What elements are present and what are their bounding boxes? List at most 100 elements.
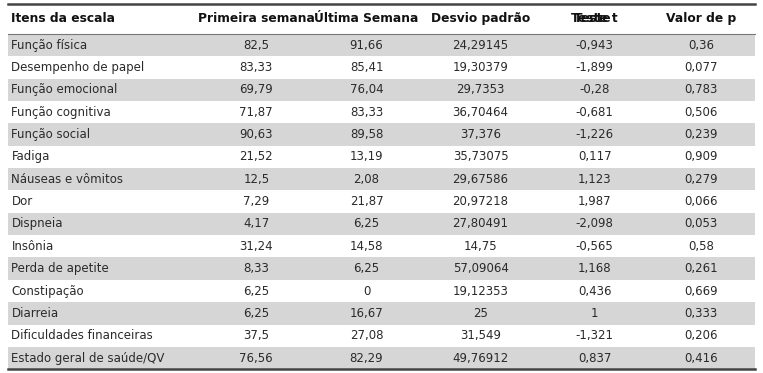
Bar — [8, 34, 755, 56]
Bar — [8, 302, 755, 325]
Bar — [8, 123, 755, 146]
Text: 6,25: 6,25 — [243, 285, 269, 298]
Text: 0,261: 0,261 — [684, 262, 718, 275]
Text: Perda de apetite: Perda de apetite — [11, 262, 109, 275]
Text: Desvio padrão: Desvio padrão — [431, 12, 530, 25]
Text: 90,63: 90,63 — [240, 128, 273, 141]
Text: 76,04: 76,04 — [349, 83, 383, 96]
Text: 21,87: 21,87 — [349, 195, 383, 208]
Text: -1,899: -1,899 — [575, 61, 613, 74]
Text: 0,053: 0,053 — [684, 217, 718, 231]
Text: 82,29: 82,29 — [349, 352, 383, 364]
Text: 12,5: 12,5 — [243, 173, 269, 186]
Text: Função social: Função social — [11, 128, 91, 141]
Text: Teste t: Teste t — [571, 12, 618, 25]
Text: -0,681: -0,681 — [575, 106, 613, 119]
Text: 37,5: 37,5 — [243, 329, 269, 342]
Text: 13,19: 13,19 — [349, 150, 383, 163]
Text: 89,58: 89,58 — [350, 128, 383, 141]
Bar — [8, 347, 755, 369]
Text: 0,117: 0,117 — [578, 150, 611, 163]
Text: 27,80491: 27,80491 — [452, 217, 509, 231]
Text: 1,987: 1,987 — [578, 195, 611, 208]
Text: 1,123: 1,123 — [578, 173, 611, 186]
Text: 19,12353: 19,12353 — [452, 285, 508, 298]
Text: 0,58: 0,58 — [688, 240, 714, 253]
Text: 31,24: 31,24 — [240, 240, 273, 253]
Text: 4,17: 4,17 — [243, 217, 269, 231]
Text: 36,70464: 36,70464 — [452, 106, 509, 119]
Bar — [8, 280, 755, 302]
Bar — [8, 325, 755, 347]
Bar — [8, 79, 755, 101]
Text: 0,436: 0,436 — [578, 285, 611, 298]
Text: 2,08: 2,08 — [353, 173, 379, 186]
Bar — [8, 213, 755, 235]
Text: 27,08: 27,08 — [349, 329, 383, 342]
Text: 7,29: 7,29 — [243, 195, 269, 208]
Text: -1,321: -1,321 — [575, 329, 613, 342]
Text: Função emocional: Função emocional — [11, 83, 118, 96]
Text: 1: 1 — [591, 307, 598, 320]
Text: 14,58: 14,58 — [349, 240, 383, 253]
Text: 14,75: 14,75 — [464, 240, 497, 253]
Text: Insônia: Insônia — [11, 240, 53, 253]
Text: 8,33: 8,33 — [243, 262, 269, 275]
Text: Estado geral de saúde/QV: Estado geral de saúde/QV — [11, 352, 165, 364]
Text: 0,279: 0,279 — [684, 173, 718, 186]
Text: Náuseas e vômitos: Náuseas e vômitos — [11, 173, 124, 186]
Text: 29,7353: 29,7353 — [456, 83, 505, 96]
Text: 76,56: 76,56 — [240, 352, 273, 364]
Text: 31,549: 31,549 — [460, 329, 501, 342]
Text: -2,098: -2,098 — [575, 217, 613, 231]
Text: 0,783: 0,783 — [684, 83, 718, 96]
Text: 0,206: 0,206 — [684, 329, 718, 342]
Text: -1,226: -1,226 — [575, 128, 613, 141]
Text: 83,33: 83,33 — [240, 61, 273, 74]
Bar — [8, 235, 755, 257]
Text: 83,33: 83,33 — [350, 106, 383, 119]
Text: Dispneia: Dispneia — [11, 217, 63, 231]
Bar — [8, 146, 755, 168]
Text: 49,76912: 49,76912 — [452, 352, 509, 364]
Text: 0,837: 0,837 — [578, 352, 611, 364]
Text: 0,669: 0,669 — [684, 285, 718, 298]
Text: 6,25: 6,25 — [353, 262, 380, 275]
Text: 6,25: 6,25 — [353, 217, 380, 231]
Text: 91,66: 91,66 — [349, 38, 384, 51]
Text: 1,168: 1,168 — [578, 262, 611, 275]
Text: 0,066: 0,066 — [684, 195, 718, 208]
Text: Desempenho de papel: Desempenho de papel — [11, 61, 145, 74]
Text: 0: 0 — [363, 285, 370, 298]
Text: 69,79: 69,79 — [240, 83, 273, 96]
Text: 16,67: 16,67 — [349, 307, 384, 320]
Bar — [8, 4, 755, 34]
Bar — [8, 168, 755, 190]
Text: Constipação: Constipação — [11, 285, 84, 298]
Text: 0,36: 0,36 — [688, 38, 714, 51]
Text: 82,5: 82,5 — [243, 38, 269, 51]
Text: 0,506: 0,506 — [684, 106, 718, 119]
Text: 20,97218: 20,97218 — [452, 195, 509, 208]
Bar — [8, 190, 755, 213]
Text: 19,30379: 19,30379 — [452, 61, 508, 74]
Text: -0,943: -0,943 — [575, 38, 613, 51]
Text: Teste  t: Teste t — [570, 12, 619, 25]
Text: Função cognitiva: Função cognitiva — [11, 106, 111, 119]
Text: Itens da escala: Itens da escala — [11, 12, 115, 25]
Text: 0,416: 0,416 — [684, 352, 718, 364]
Text: 0,909: 0,909 — [684, 150, 718, 163]
Text: 0,077: 0,077 — [684, 61, 718, 74]
Bar — [8, 56, 755, 79]
Text: -0,565: -0,565 — [576, 240, 613, 253]
Text: 85,41: 85,41 — [349, 61, 383, 74]
Text: 29,67586: 29,67586 — [452, 173, 509, 186]
Text: Dor: Dor — [11, 195, 33, 208]
Text: 6,25: 6,25 — [243, 307, 269, 320]
Bar — [8, 101, 755, 123]
Text: 25: 25 — [473, 307, 488, 320]
Text: Dificuldades financeiras: Dificuldades financeiras — [11, 329, 153, 342]
Text: 0,239: 0,239 — [684, 128, 718, 141]
Text: Primeira semana: Primeira semana — [198, 12, 314, 25]
Text: 37,376: 37,376 — [460, 128, 501, 141]
